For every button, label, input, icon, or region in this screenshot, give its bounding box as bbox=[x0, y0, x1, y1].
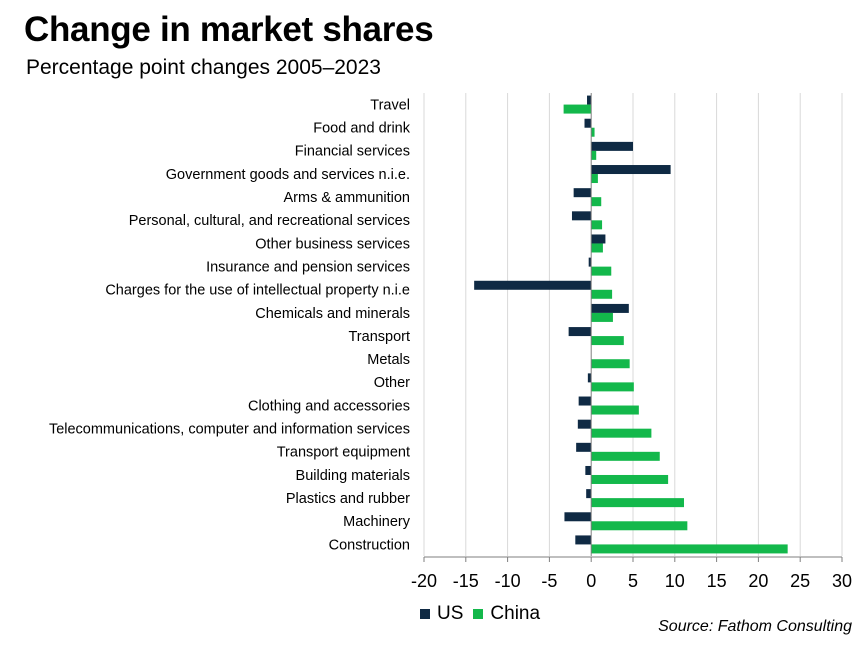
bar-us bbox=[586, 489, 592, 499]
category-label: Metals bbox=[367, 352, 410, 368]
bar-china bbox=[591, 521, 688, 531]
x-tick-label: -10 bbox=[495, 571, 521, 591]
bar-china bbox=[591, 498, 684, 508]
bar-china bbox=[563, 104, 592, 114]
bar-us bbox=[573, 188, 592, 198]
bar-us bbox=[564, 512, 592, 522]
bar-china bbox=[591, 266, 612, 276]
legend-label-china: China bbox=[490, 603, 541, 624]
category-label: Arms & ammunition bbox=[283, 190, 410, 206]
x-tick-label: -5 bbox=[541, 571, 557, 591]
x-tick-label: -15 bbox=[453, 571, 479, 591]
bar-china bbox=[591, 359, 630, 369]
category-label: Transport equipment bbox=[277, 445, 410, 461]
bar-china bbox=[591, 382, 634, 392]
x-tick-label: 20 bbox=[748, 571, 768, 591]
bar-us bbox=[584, 118, 592, 128]
x-tick-label: 30 bbox=[832, 571, 852, 591]
bar-china bbox=[591, 243, 603, 253]
bar-us bbox=[575, 535, 592, 545]
source-note: Source: Fathom Consulting bbox=[658, 618, 852, 635]
legend-swatch-us bbox=[420, 609, 430, 619]
legend-item-us: US bbox=[420, 603, 463, 625]
bar-us bbox=[591, 141, 633, 151]
bar-china bbox=[591, 289, 613, 299]
bar-us bbox=[576, 442, 592, 452]
bar-us bbox=[474, 280, 592, 290]
bar-us bbox=[585, 465, 592, 475]
x-tick-label: 0 bbox=[586, 571, 596, 591]
x-tick-label: 10 bbox=[665, 571, 685, 591]
category-label: Insurance and pension services bbox=[206, 259, 410, 275]
bar-china bbox=[591, 474, 669, 484]
bar-china bbox=[591, 197, 602, 207]
category-label: Clothing and accessories bbox=[248, 398, 410, 414]
x-tick-label: -20 bbox=[411, 571, 437, 591]
bar-us bbox=[587, 373, 592, 383]
category-label: Plastics and rubber bbox=[286, 491, 410, 507]
category-label: Construction bbox=[329, 537, 410, 553]
x-tick-label: 5 bbox=[628, 571, 638, 591]
legend: US China bbox=[420, 603, 550, 625]
bar-us bbox=[591, 303, 629, 313]
category-label: Building materials bbox=[296, 468, 410, 484]
bar-us bbox=[577, 419, 592, 429]
bar-us bbox=[587, 95, 592, 105]
legend-item-china: China bbox=[473, 603, 540, 625]
bar-china bbox=[591, 174, 598, 184]
bar-china bbox=[591, 451, 660, 461]
category-label: Travel bbox=[370, 97, 410, 113]
bar-us bbox=[588, 257, 592, 267]
category-label: Charges for the use of intellectual prop… bbox=[105, 283, 410, 299]
chart-subtitle: Percentage point changes 2005–2023 bbox=[26, 56, 381, 79]
x-tick-label: 25 bbox=[790, 571, 810, 591]
category-label: Personal, cultural, and recreational ser… bbox=[129, 213, 410, 229]
legend-swatch-china bbox=[473, 609, 484, 619]
category-label: Machinery bbox=[343, 514, 411, 530]
x-tick-label: 15 bbox=[707, 571, 727, 591]
bar-us bbox=[591, 165, 671, 175]
bar-us bbox=[591, 234, 606, 244]
category-label: Financial services bbox=[295, 144, 410, 160]
bar-china bbox=[591, 428, 652, 438]
bar-china bbox=[591, 150, 597, 160]
bar-china bbox=[591, 336, 624, 346]
bar-us bbox=[578, 396, 592, 406]
bar-us bbox=[571, 211, 592, 221]
bar-china bbox=[591, 312, 613, 322]
legend-label-us: US bbox=[437, 603, 464, 624]
bar-china bbox=[591, 127, 595, 137]
category-label: Other bbox=[374, 375, 410, 391]
bar-china bbox=[591, 220, 603, 230]
category-label: Chemicals and minerals bbox=[255, 306, 410, 322]
category-label: Transport bbox=[348, 329, 410, 345]
category-label: Other business services bbox=[255, 236, 410, 252]
chart-title: Change in market shares bbox=[24, 10, 434, 49]
bar-china bbox=[591, 405, 639, 415]
bar-us bbox=[568, 327, 592, 337]
category-label: Food and drink bbox=[313, 121, 410, 137]
bar-china bbox=[591, 544, 788, 554]
category-label: Telecommunications, computer and informa… bbox=[49, 422, 410, 438]
category-label: Government goods and services n.i.e. bbox=[166, 167, 410, 183]
